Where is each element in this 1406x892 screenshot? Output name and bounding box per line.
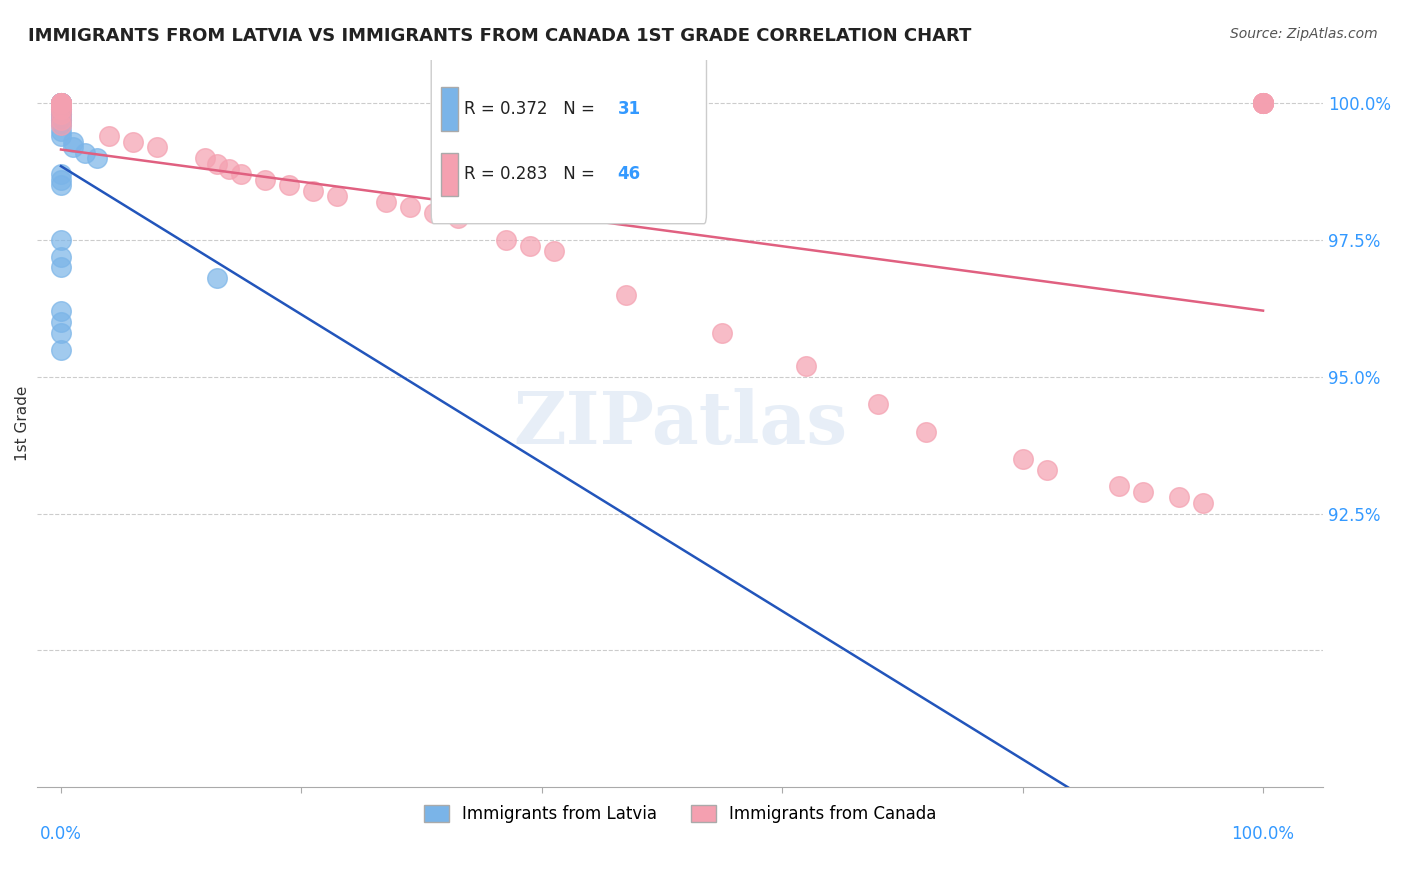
Point: [1167, 490, 1189, 504]
Point: [1011, 452, 1033, 467]
Text: IMMIGRANTS FROM LATVIA VS IMMIGRANTS FROM CANADA 1ST GRADE CORRELATION CHART: IMMIGRANTS FROM LATVIA VS IMMIGRANTS FRO…: [28, 27, 972, 45]
Point: [49, 118, 72, 132]
Point: [194, 151, 217, 165]
Point: [49, 96, 72, 111]
Point: [49, 102, 72, 116]
Point: [49, 96, 72, 111]
Point: [868, 397, 890, 411]
Point: [374, 194, 396, 209]
Text: 0.0%: 0.0%: [39, 825, 82, 844]
Text: Source: ZipAtlas.com: Source: ZipAtlas.com: [1230, 27, 1378, 41]
Text: R = 0.372   N =: R = 0.372 N =: [464, 100, 600, 118]
Point: [49, 96, 72, 111]
Point: [49, 102, 72, 116]
Point: [519, 238, 541, 252]
Point: [1035, 463, 1057, 477]
Point: [49, 124, 72, 138]
Point: [326, 189, 349, 203]
Point: [49, 96, 72, 111]
Text: R = 0.283   N =: R = 0.283 N =: [464, 166, 600, 184]
Point: [49, 96, 72, 111]
Point: [49, 96, 72, 111]
Point: [302, 184, 325, 198]
Point: [711, 326, 734, 340]
Point: [207, 156, 229, 170]
Bar: [441, 87, 458, 131]
Point: [1251, 96, 1274, 111]
Point: [1251, 96, 1274, 111]
Point: [62, 135, 84, 149]
Point: [543, 244, 565, 258]
Point: [49, 96, 72, 111]
Legend: Immigrants from Latvia, Immigrants from Canada: Immigrants from Latvia, Immigrants from …: [418, 798, 943, 830]
Point: [49, 178, 72, 193]
Point: [49, 96, 72, 111]
Point: [73, 145, 96, 160]
Bar: [441, 153, 458, 196]
Point: [86, 151, 108, 165]
Point: [614, 288, 637, 302]
Point: [278, 178, 301, 193]
Point: [49, 118, 72, 132]
Text: ZIPatlas: ZIPatlas: [513, 388, 846, 458]
Point: [447, 211, 470, 226]
Point: [794, 359, 817, 373]
Point: [49, 260, 72, 275]
Point: [49, 107, 72, 121]
Point: [422, 206, 444, 220]
Point: [254, 173, 277, 187]
Point: [49, 96, 72, 111]
Point: [49, 102, 72, 116]
Point: [49, 107, 72, 121]
Point: [1251, 96, 1274, 111]
Point: [49, 96, 72, 111]
Point: [1251, 96, 1274, 111]
Point: [218, 161, 240, 176]
Y-axis label: 1st Grade: 1st Grade: [15, 385, 30, 461]
Point: [915, 425, 938, 439]
Text: 31: 31: [617, 100, 641, 118]
Point: [62, 140, 84, 154]
Point: [1108, 479, 1130, 493]
FancyBboxPatch shape: [432, 37, 706, 224]
Point: [398, 200, 420, 214]
Point: [49, 107, 72, 121]
Point: [49, 233, 72, 247]
Point: [49, 102, 72, 116]
Point: [1192, 496, 1215, 510]
Point: [146, 140, 169, 154]
Point: [49, 112, 72, 127]
Point: [122, 135, 145, 149]
Text: 100.0%: 100.0%: [1232, 825, 1295, 844]
Point: [1251, 96, 1274, 111]
Point: [49, 112, 72, 127]
Point: [1251, 96, 1274, 111]
Point: [49, 96, 72, 111]
Point: [231, 168, 253, 182]
Point: [49, 250, 72, 264]
Point: [495, 233, 517, 247]
Point: [1251, 96, 1274, 111]
Point: [49, 326, 72, 340]
Point: [49, 173, 72, 187]
Point: [49, 96, 72, 111]
Point: [1132, 484, 1154, 499]
Point: [98, 129, 121, 144]
Point: [49, 315, 72, 329]
Point: [49, 168, 72, 182]
Text: 46: 46: [617, 166, 641, 184]
Point: [49, 343, 72, 357]
Point: [49, 129, 72, 144]
Point: [49, 112, 72, 127]
Point: [207, 271, 229, 285]
Point: [49, 304, 72, 318]
